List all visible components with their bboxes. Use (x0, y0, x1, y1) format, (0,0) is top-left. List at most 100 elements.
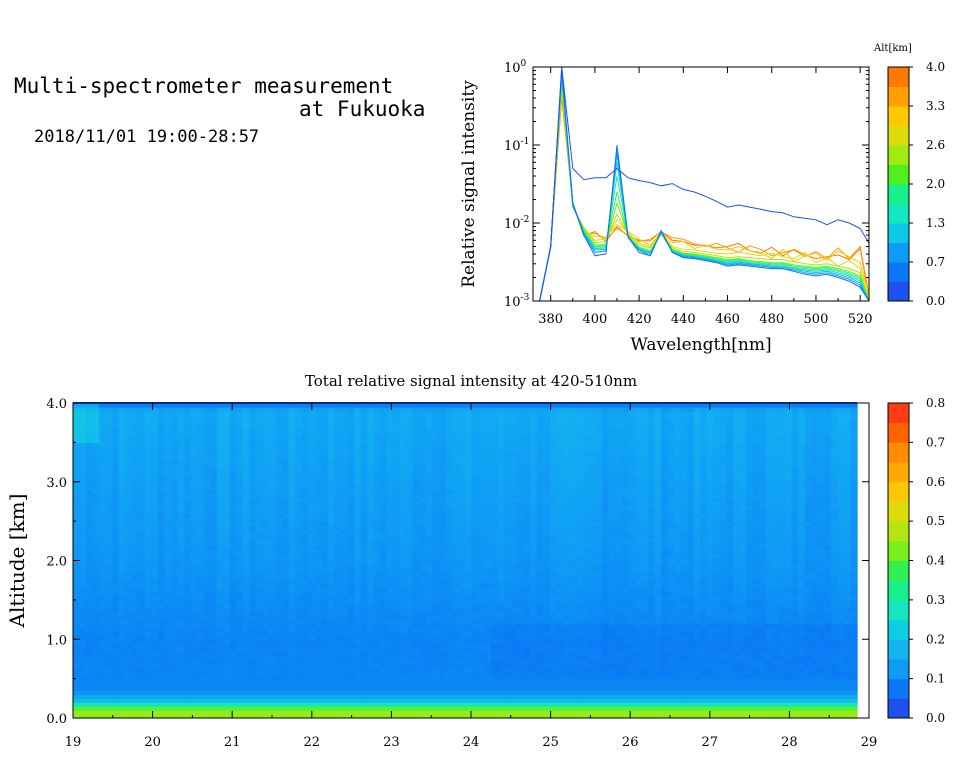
heatmap-cell (693, 662, 701, 668)
heatmap-cell (295, 706, 303, 711)
heatmap-cell (804, 647, 812, 652)
heatmap-cell (615, 706, 623, 711)
heatmap-cell (105, 588, 113, 593)
heatmap-cell (798, 682, 806, 688)
heatmap-cell (765, 651, 773, 656)
heatmap-cell (321, 568, 329, 573)
heatmap-cell (112, 627, 120, 632)
heatmap-cell (772, 631, 780, 636)
heatmap-cell (687, 580, 695, 585)
heatmap-cell (164, 639, 172, 644)
heatmap-cell (373, 666, 381, 672)
heatmap-cell (732, 572, 741, 577)
heatmap-cell (654, 686, 662, 692)
heatmap-cell (837, 686, 845, 692)
heatmap-cell (131, 611, 139, 617)
heatmap-cell (393, 674, 401, 680)
heatmap-cell (739, 643, 747, 648)
heatmap-cell (373, 615, 381, 621)
heatmap-cell (674, 714, 682, 719)
heatmap-cell (667, 631, 675, 636)
heatmap-cell (216, 674, 224, 680)
heatmap-cell (556, 568, 564, 573)
heatmap-cell (99, 619, 107, 625)
heatmap-cell (811, 643, 819, 648)
heatmap-cell (406, 623, 414, 629)
heatmap-cell (582, 627, 590, 632)
heatmap-cell (732, 564, 741, 569)
heatmap-cell (216, 560, 224, 566)
heatmap-cell (425, 584, 433, 589)
heatmap-cell (125, 603, 133, 609)
heatmap-cell (373, 698, 381, 703)
heatmap-cell (576, 568, 584, 573)
heatmap-cell (131, 647, 139, 652)
heatmap-cell (255, 584, 264, 589)
heatmap-cell (824, 690, 832, 695)
heatmap-cell (308, 623, 316, 629)
heatmap-cell (824, 611, 832, 617)
heatmap-cell (262, 702, 270, 707)
heatmap-cell (523, 580, 531, 585)
heatmap-cell (536, 662, 545, 668)
heatmap-cell (131, 710, 139, 715)
heatmap-cell (314, 599, 322, 605)
heatmap-cell (445, 690, 453, 695)
heatmap-cell (406, 595, 414, 601)
heatmap-cell (556, 714, 564, 719)
heatmap-cell (419, 690, 427, 695)
heatmap-cell (282, 556, 290, 562)
heatmap-cell (419, 595, 427, 601)
heatmap-cell (112, 592, 120, 597)
heatmap-cell (282, 694, 290, 699)
heatmap-cell (667, 714, 675, 719)
heatmap-cell (785, 690, 793, 695)
heatmap-cell (255, 619, 264, 625)
heatmap-cell (131, 678, 139, 684)
heatmap-cell (353, 560, 362, 566)
heatmap-cell (380, 702, 388, 707)
heatmap-cell (837, 603, 845, 609)
heatmap-cell (197, 686, 205, 692)
heatmap-cell (262, 572, 270, 577)
heatmap-cell (138, 615, 146, 621)
heatmap-cell (288, 635, 296, 640)
heatmap-cell (830, 702, 839, 707)
heatmap-cell (229, 635, 237, 640)
heatmap-cell (478, 619, 486, 625)
heatmap-cell (144, 595, 153, 601)
heatmap-cell (249, 662, 257, 668)
heatmap-cell (203, 714, 211, 719)
heatmap-cell (647, 623, 656, 629)
heatmap-cell (334, 655, 342, 660)
heatmap-cell (419, 592, 427, 597)
heatmap-cell (811, 647, 819, 652)
heatmap-cell (608, 623, 616, 629)
heatmap-cell (595, 584, 603, 589)
heatmap-cell (438, 670, 447, 676)
heatmap-cell (210, 623, 218, 629)
heatmap-cell (589, 698, 597, 703)
heatmap-cell (445, 603, 453, 609)
heatmap-cell (576, 599, 584, 605)
heatmap-cell (314, 682, 322, 688)
heatmap-cell (112, 686, 120, 692)
heatmap-cell (589, 714, 597, 719)
heatmap-cell (536, 710, 545, 715)
heatmap-cell (425, 635, 433, 640)
heatmap-cell (484, 639, 492, 644)
heatmap-cell (262, 678, 270, 684)
heatmap-cell (438, 576, 447, 581)
heatmap-cell (817, 670, 825, 676)
heatmap-cell (798, 599, 806, 605)
heatmap-cell (543, 564, 551, 569)
heatmap-cell (491, 595, 499, 601)
heatmap-cell (216, 588, 224, 593)
heatmap-cell (367, 556, 375, 562)
heatmap-cell (360, 595, 368, 601)
heatmap-cell (262, 584, 270, 589)
heatmap-cell (563, 584, 571, 589)
heatmap-cell (177, 635, 185, 640)
heatmap-cell (602, 702, 610, 707)
heatmap-cell (412, 615, 420, 621)
